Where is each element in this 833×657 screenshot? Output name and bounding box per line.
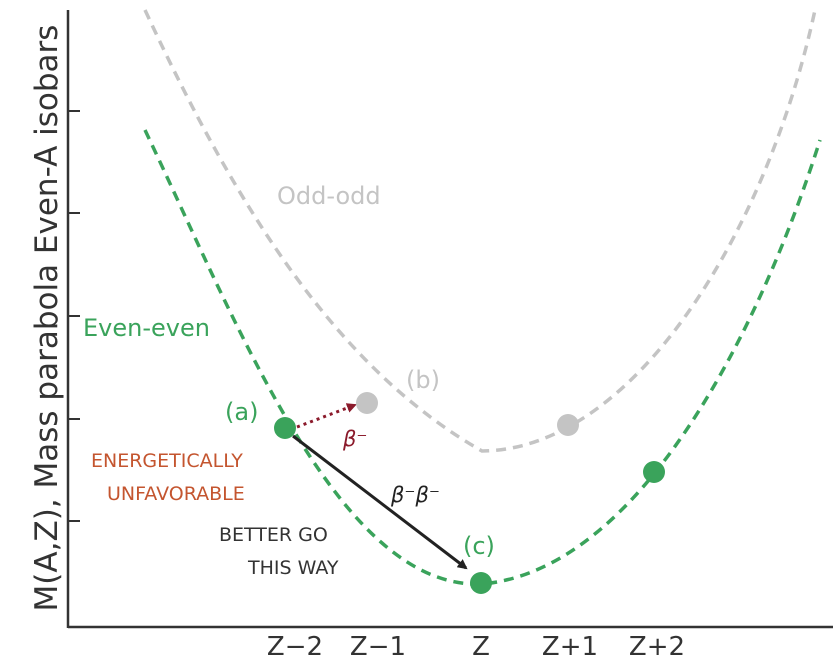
- x-tick-label-z-plus-2: Z+2: [629, 632, 685, 657]
- double-beta-arrow: [292, 434, 468, 570]
- this-way-label: THIS WAY: [247, 557, 339, 579]
- y-axis-label: M(A,Z), Mass parabola Even-A isobars: [29, 25, 65, 612]
- even-even-parabola: [143, 129, 822, 586]
- x-tick-label-z-minus-1: Z−1: [350, 632, 406, 657]
- unfavorable-label: UNFAVORABLE: [107, 483, 245, 505]
- point-a-marker: [274, 417, 296, 439]
- energetically-label: ENERGETICALLY: [91, 450, 243, 472]
- even-even-label: Even-even: [83, 314, 210, 342]
- point-c-label: (c): [463, 532, 495, 560]
- point-a-label: (a): [225, 398, 258, 426]
- single-beta-label: β⁻: [342, 427, 368, 451]
- point-c-marker: [470, 572, 492, 594]
- single-beta-arrow: [296, 403, 357, 429]
- x-tick-label-z-plus-1: Z+1: [542, 632, 598, 657]
- odd-odd-label: Odd-odd: [277, 182, 381, 210]
- x-tick-label-z: Z: [472, 632, 490, 657]
- point-b-label: (b): [406, 366, 440, 394]
- point-b-marker: [356, 392, 378, 414]
- even-even-zplus2-marker: [643, 461, 665, 483]
- better-go-label: BETTER GO: [219, 524, 328, 546]
- odd-odd-zplus1-marker: [557, 414, 579, 436]
- odd-odd-parabola: [143, 9, 817, 453]
- double-beta-label: β⁻β⁻: [390, 483, 440, 507]
- x-tick-label-z-minus-2: Z−2: [267, 632, 323, 657]
